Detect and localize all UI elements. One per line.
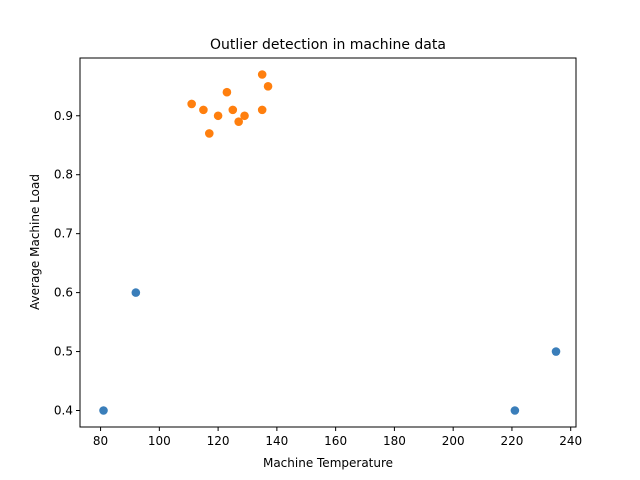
x-tick-label: 240 (559, 434, 582, 448)
data-point (551, 347, 561, 356)
y-tick-label: 0.6 (54, 286, 73, 300)
data-point (234, 117, 243, 126)
y-tick-label: 0.7 (54, 227, 73, 241)
data-point (510, 406, 520, 415)
data-point (263, 81, 273, 91)
x-tick-label: 120 (207, 434, 230, 448)
plot-area: 80 100 120 140 160 180 200 220 240 0.4 0.5 0.6 0.7 0.… (54, 57, 582, 448)
x-tick-label: 180 (383, 434, 406, 448)
data-point (222, 87, 232, 97)
y-tick-label: 0.8 (54, 168, 73, 182)
x-tick-label: 160 (324, 434, 347, 448)
y-axis-label: Average Machine Load (28, 174, 42, 310)
chart-title: Outlier detection in machine data (210, 37, 446, 53)
data-point (257, 70, 267, 79)
x-tick-label: 200 (442, 434, 465, 448)
y-tick-label: 0.9 (54, 109, 73, 123)
data-point (228, 105, 238, 115)
plot-frame (79, 57, 577, 428)
y-tick-label: 0.4 (54, 403, 73, 417)
x-axis-label: Machine Temperature (263, 456, 393, 470)
data-point (131, 288, 141, 297)
x-tick-label: 220 (500, 434, 523, 448)
y-tick-label: 0.5 (54, 345, 73, 359)
x-tick-label: 140 (265, 434, 288, 448)
data-point (240, 111, 249, 121)
data-point (213, 111, 223, 121)
data-point (99, 406, 108, 415)
data-point (187, 99, 196, 109)
data-point (199, 105, 208, 115)
x-tick-label: 100 (148, 434, 171, 448)
x-tick-label: 80 (93, 434, 108, 448)
data-point (204, 129, 214, 138)
data-point (257, 105, 267, 115)
